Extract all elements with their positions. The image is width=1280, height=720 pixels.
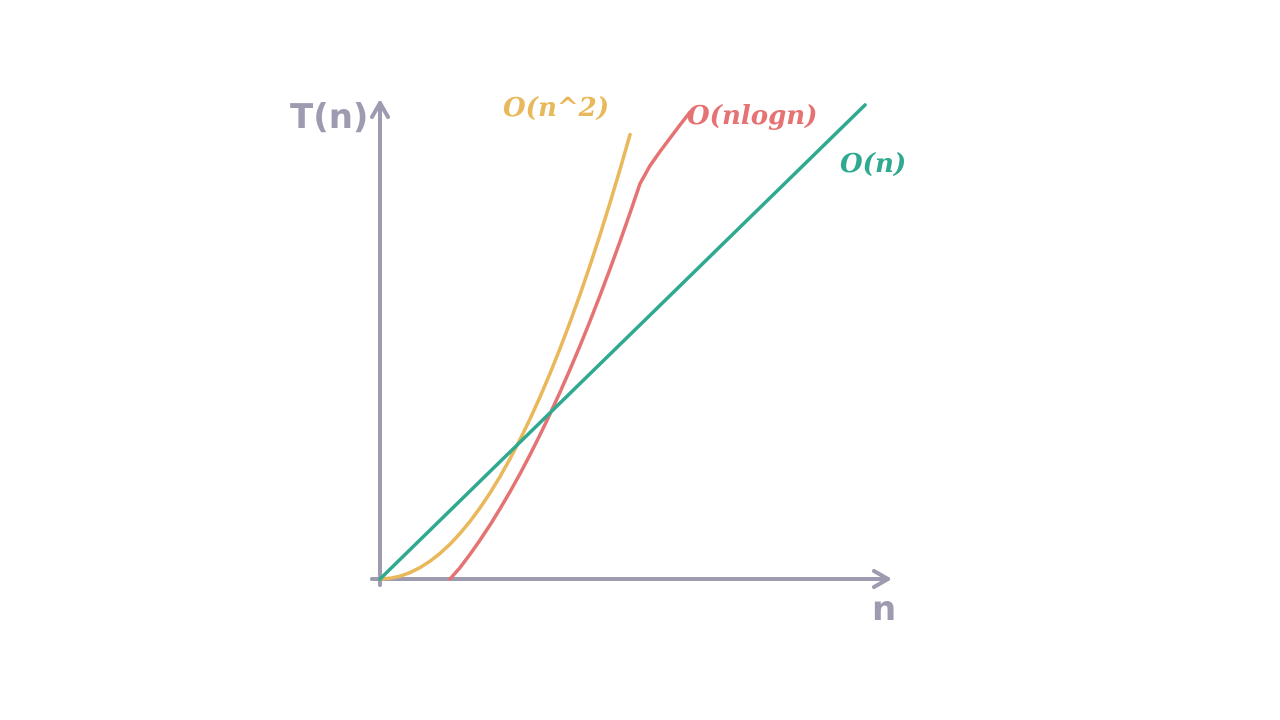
series-label-n-squared: O(n^2) [503, 93, 609, 123]
x-axis-label: n [872, 589, 896, 629]
axes [370, 101, 890, 589]
series-layer [378, 103, 867, 581]
series-n-line [378, 103, 867, 581]
series-nlogn-line [448, 110, 692, 581]
x-axis-arrowhead [872, 569, 890, 589]
y-axis-label: T(n) [290, 97, 368, 137]
series-label-n: O(n) [840, 149, 906, 179]
series-n-squared-line [378, 132, 632, 581]
y-axis-arrowhead [370, 101, 390, 119]
series-label-nlogn: O(nlogn) [687, 101, 817, 131]
